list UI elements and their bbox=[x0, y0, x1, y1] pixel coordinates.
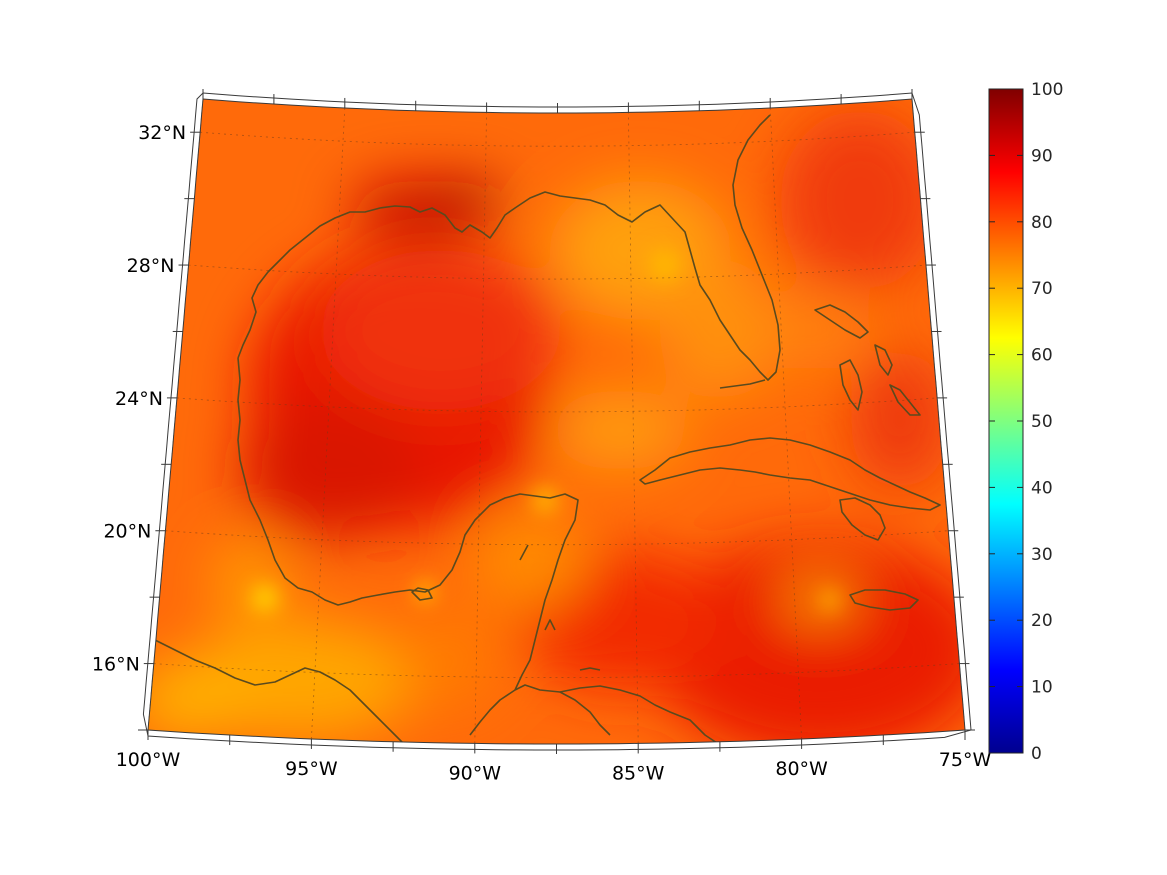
field-blobs bbox=[148, 110, 965, 744]
lon-tick-label: 75°W bbox=[939, 749, 992, 771]
colorbar-tick-label: 0 bbox=[1031, 744, 1042, 764]
coastline-us-gulf bbox=[237, 114, 781, 381]
lon-tick-label: 100°W bbox=[116, 749, 181, 771]
field-hotspots bbox=[253, 249, 840, 610]
coastline-cuba bbox=[639, 437, 941, 511]
coastline-central-america bbox=[514, 684, 721, 744]
parallel-line bbox=[153, 663, 960, 679]
colorbar-tick-label: 60 bbox=[1031, 346, 1053, 366]
colorbar-tick-label: 10 bbox=[1031, 678, 1053, 698]
frame-ticks bbox=[138, 89, 975, 754]
parallel-line bbox=[165, 530, 949, 546]
lat-tick-label: 16°N bbox=[92, 654, 140, 676]
coastline-florida-keys bbox=[719, 379, 766, 389]
lon-tick-label: 90°W bbox=[449, 762, 502, 784]
coastline-bahamas-3 bbox=[874, 344, 893, 376]
colorbar-tick-label: 70 bbox=[1031, 279, 1053, 299]
coastline-mexico-gulf bbox=[237, 357, 579, 691]
coastline-mexico-lagoon bbox=[411, 587, 433, 601]
coastline-bahamas-1 bbox=[814, 304, 869, 339]
lat-tick-label: 20°N bbox=[103, 521, 151, 543]
graticule bbox=[147, 98, 966, 744]
coastline-mexico-pacific bbox=[154, 639, 406, 744]
colorbar-tick-label: 50 bbox=[1031, 412, 1053, 432]
coastline-islands-bay bbox=[519, 544, 601, 671]
colorbar-tick-label: 30 bbox=[1031, 545, 1053, 565]
lon-tick-label: 95°W bbox=[285, 758, 338, 780]
data-field bbox=[148, 99, 965, 744]
coastline-bahamas-2 bbox=[839, 359, 863, 411]
coastline-jamaica bbox=[849, 589, 919, 611]
longitude-labels: 100°W 95°W 90°W 85°W 80°W 75°W bbox=[116, 749, 992, 784]
lat-tick-label: 28°N bbox=[127, 255, 175, 277]
colorbar-tick-label: 20 bbox=[1031, 611, 1053, 631]
colorbar-tick-label: 40 bbox=[1031, 478, 1053, 498]
lat-tick-label: 32°N bbox=[138, 122, 186, 144]
border-central bbox=[559, 691, 611, 736]
border-mexico-guatemala bbox=[469, 689, 516, 736]
colorbar: 0 10 20 30 40 50 60 70 80 90 100 bbox=[988, 80, 1063, 764]
coastline-hispaniola bbox=[839, 497, 886, 541]
lat-tick-label: 24°N bbox=[115, 388, 163, 410]
colorbar-tick-label: 90 bbox=[1031, 146, 1053, 166]
lon-tick-label: 85°W bbox=[612, 762, 665, 784]
lon-tick-label: 80°W bbox=[775, 758, 828, 780]
map-frame-outer bbox=[142, 92, 972, 751]
colorbar-tick-label: 100 bbox=[1031, 80, 1063, 100]
coastline-bahamas-4 bbox=[889, 384, 921, 416]
colorbar-tick-label: 80 bbox=[1031, 213, 1053, 233]
parallel-line bbox=[176, 397, 938, 413]
colorbar-ticks: 0 10 20 30 40 50 60 70 80 90 100 bbox=[989, 80, 1063, 764]
coastlines bbox=[154, 114, 941, 744]
latitude-labels: 32°N 28°N 24°N 20°N 16°N bbox=[92, 122, 186, 675]
